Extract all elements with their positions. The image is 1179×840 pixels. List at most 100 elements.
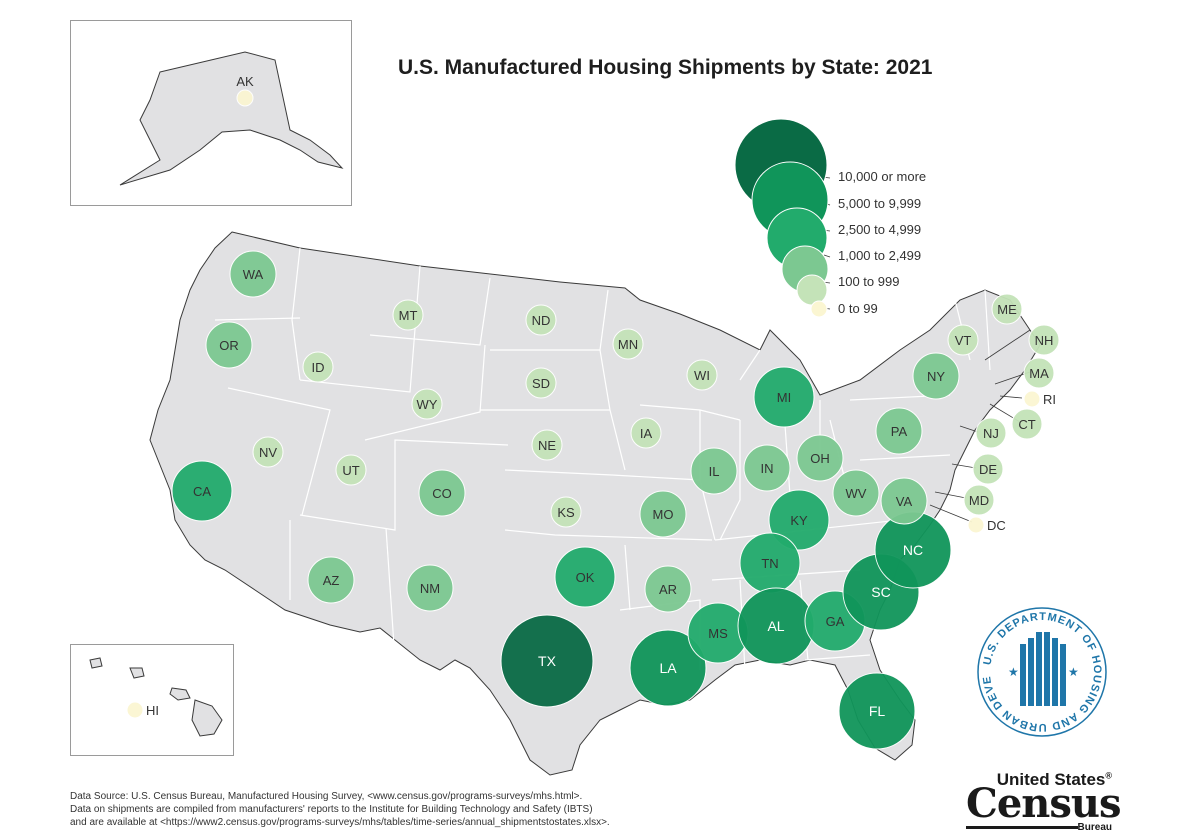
state-bubble-mt — [392, 299, 424, 331]
legend-circle-4 — [796, 274, 828, 306]
state-label-la: LA — [659, 660, 677, 676]
state-bubble-ma — [1023, 357, 1055, 389]
state-bubble-ne — [531, 429, 563, 461]
state-label-fl: FL — [869, 703, 886, 719]
state-label-il: IL — [709, 464, 720, 479]
state-bubble-md — [963, 484, 995, 516]
state-bubble-mn — [612, 328, 644, 360]
state-bubble-mo — [639, 490, 687, 538]
star-icon: ★ — [1008, 665, 1019, 679]
logo-line1: United States — [996, 770, 1106, 789]
state-bubble-mi — [753, 366, 815, 428]
state-bubble-ut — [335, 454, 367, 486]
star-icon: ★ — [1068, 665, 1079, 679]
state-bubble-fl — [838, 672, 916, 750]
legend-label-5000-9999: 5,000 to 9,999 — [838, 196, 922, 211]
legend-circle-5 — [810, 300, 828, 318]
state-bubble-ar — [644, 565, 692, 613]
state-label-or: OR — [219, 338, 239, 353]
footnote-line-1: Data Source: U.S. Census Bureau, Manufac… — [70, 791, 583, 802]
registered-mark: ® — [1105, 770, 1112, 781]
state-bubble-ri — [1023, 390, 1041, 408]
state-label-wv: WV — [846, 486, 867, 501]
map-title: U.S. Manufactured Housing Shipments by S… — [398, 56, 933, 79]
legend-label-2500-4999: 2,500 to 4,999 — [838, 222, 922, 237]
state-bubble-wi — [686, 359, 718, 391]
logo-line3: Bureau — [1077, 822, 1112, 833]
state-bubble-il — [690, 447, 738, 495]
state-bubble-ky — [768, 489, 830, 551]
state-label-ok: OK — [576, 570, 595, 585]
legend-circles — [734, 118, 829, 318]
state-label-wy: WY — [417, 397, 438, 412]
legend-label-10000-plus: 10,000 or more — [838, 169, 927, 184]
state-label-ms: MS — [708, 626, 728, 641]
state-bubble-pa — [875, 407, 923, 455]
state-label-ak: AK — [236, 74, 254, 89]
state-bubble-ny — [912, 352, 960, 400]
state-label-nm: NM — [420, 581, 440, 596]
state-label-ma: MA — [1029, 366, 1049, 381]
state-label-me: ME — [997, 302, 1017, 317]
state-bubble-in — [743, 444, 791, 492]
state-bubble-va — [880, 477, 928, 525]
state-label-ny: NY — [927, 369, 945, 384]
state-label-wa: WA — [243, 267, 264, 282]
state-bubble-de — [972, 453, 1004, 485]
legend-label-0-99: 0 to 99 — [838, 301, 878, 316]
legend-label-100-999: 100 to 999 — [838, 274, 900, 289]
hawaii-big-island — [191, 699, 223, 737]
state-label-ca: CA — [193, 484, 211, 499]
state-bubble-nm — [406, 564, 454, 612]
state-bubble-ia — [630, 417, 662, 449]
state-bubble-hi — [126, 701, 144, 719]
state-bubble-ak — [236, 89, 254, 107]
state-label-ks: KS — [557, 505, 575, 520]
hud-seal: U.S. DEPARTMENT OF HOUSING AND URBAN DEV… — [969, 595, 1110, 740]
state-label-ut: UT — [342, 463, 359, 478]
alaska-shape — [119, 51, 344, 186]
state-bubble-wa — [229, 250, 277, 298]
state-label-nd: ND — [532, 313, 551, 328]
legend-label-1000-2499: 1,000 to 2,499 — [838, 248, 922, 263]
state-label-mi: MI — [777, 390, 791, 405]
state-bubble-wy — [411, 388, 443, 420]
state-label-ar: AR — [659, 582, 677, 597]
state-label-md: MD — [969, 493, 989, 508]
census-bureau-logo: United States® Census Bureau — [966, 768, 1121, 838]
footnote-line-3: and are available at <https://www2.censu… — [70, 817, 610, 828]
state-label-ne: NE — [538, 438, 556, 453]
state-label-mo: MO — [653, 507, 674, 522]
state-bubble-vt — [947, 324, 979, 356]
hawaii-maui — [169, 687, 191, 701]
state-label-nh: NH — [1035, 333, 1054, 348]
state-bubble-co — [418, 469, 466, 517]
hud-building-icon — [1020, 632, 1066, 706]
state-bubble-ct — [1011, 408, 1043, 440]
state-bubble-nj — [975, 417, 1007, 449]
state-bubble-tx — [500, 614, 594, 708]
state-label-tx: TX — [538, 653, 557, 669]
state-bubble-me — [991, 293, 1023, 325]
state-label-wi: WI — [694, 368, 710, 383]
state-label-oh: OH — [810, 451, 830, 466]
state-bubble-or — [205, 321, 253, 369]
state-label-nv: NV — [259, 445, 277, 460]
state-label-sd: SD — [532, 376, 550, 391]
state-label-dc: DC — [987, 518, 1006, 533]
state-bubble-nd — [525, 304, 557, 336]
state-bubble-az — [307, 556, 355, 604]
state-bubble-ok — [554, 546, 616, 608]
state-label-id: ID — [312, 360, 325, 375]
state-borders — [214, 247, 991, 671]
state-label-al: AL — [767, 618, 784, 634]
state-bubble-id — [302, 351, 334, 383]
state-bubble-nv — [252, 436, 284, 468]
state-label-pa: PA — [891, 424, 908, 439]
state-bubble-nh — [1028, 324, 1060, 356]
state-label-tn: TN — [761, 556, 778, 571]
state-label-ga: GA — [826, 614, 845, 629]
state-label-ia: IA — [640, 426, 653, 441]
state-bubble-dc — [967, 516, 985, 534]
